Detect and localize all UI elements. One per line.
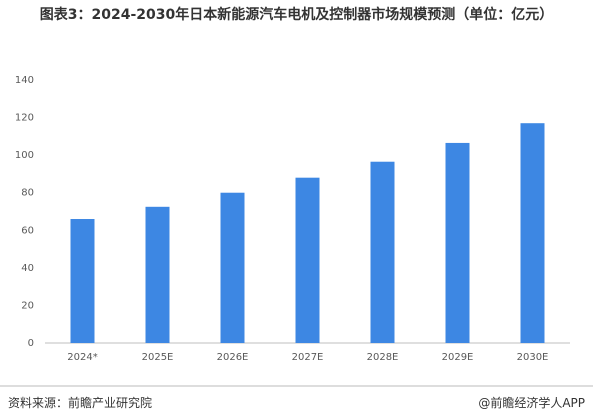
y-tick-label: 0 — [28, 338, 34, 349]
x-tick-label: 2026E — [217, 352, 249, 363]
x-tick-label: 2030E — [517, 352, 549, 363]
bar — [370, 161, 395, 343]
bar — [295, 177, 320, 343]
bar — [145, 206, 170, 343]
y-tick-label: 60 — [21, 225, 34, 236]
y-tick-label: 140 — [15, 75, 34, 86]
y-tick-label: 40 — [21, 263, 34, 274]
source-note: 资料来源：前瞻产业研究院 — [8, 396, 153, 410]
brand-note: @前瞻经济学人APP — [478, 396, 585, 410]
y-tick-label: 100 — [15, 150, 34, 161]
chart-title: 图表3：2024-2030年日本新能源汽车电机及控制器市场规模预测（单位：亿元） — [39, 7, 554, 23]
y-tick-label: 80 — [21, 188, 34, 199]
y-tick-label: 20 — [21, 300, 34, 311]
x-tick-label: 2028E — [367, 352, 399, 363]
x-tick-label: 2029E — [442, 352, 474, 363]
bar — [520, 123, 545, 343]
x-tick-label: 2025E — [142, 352, 174, 363]
x-tick-label: 2027E — [292, 352, 324, 363]
y-tick-label: 120 — [15, 113, 34, 124]
bar — [70, 219, 95, 343]
bar — [445, 142, 470, 343]
x-tick-label: 2024* — [67, 352, 97, 363]
bar — [220, 192, 245, 343]
